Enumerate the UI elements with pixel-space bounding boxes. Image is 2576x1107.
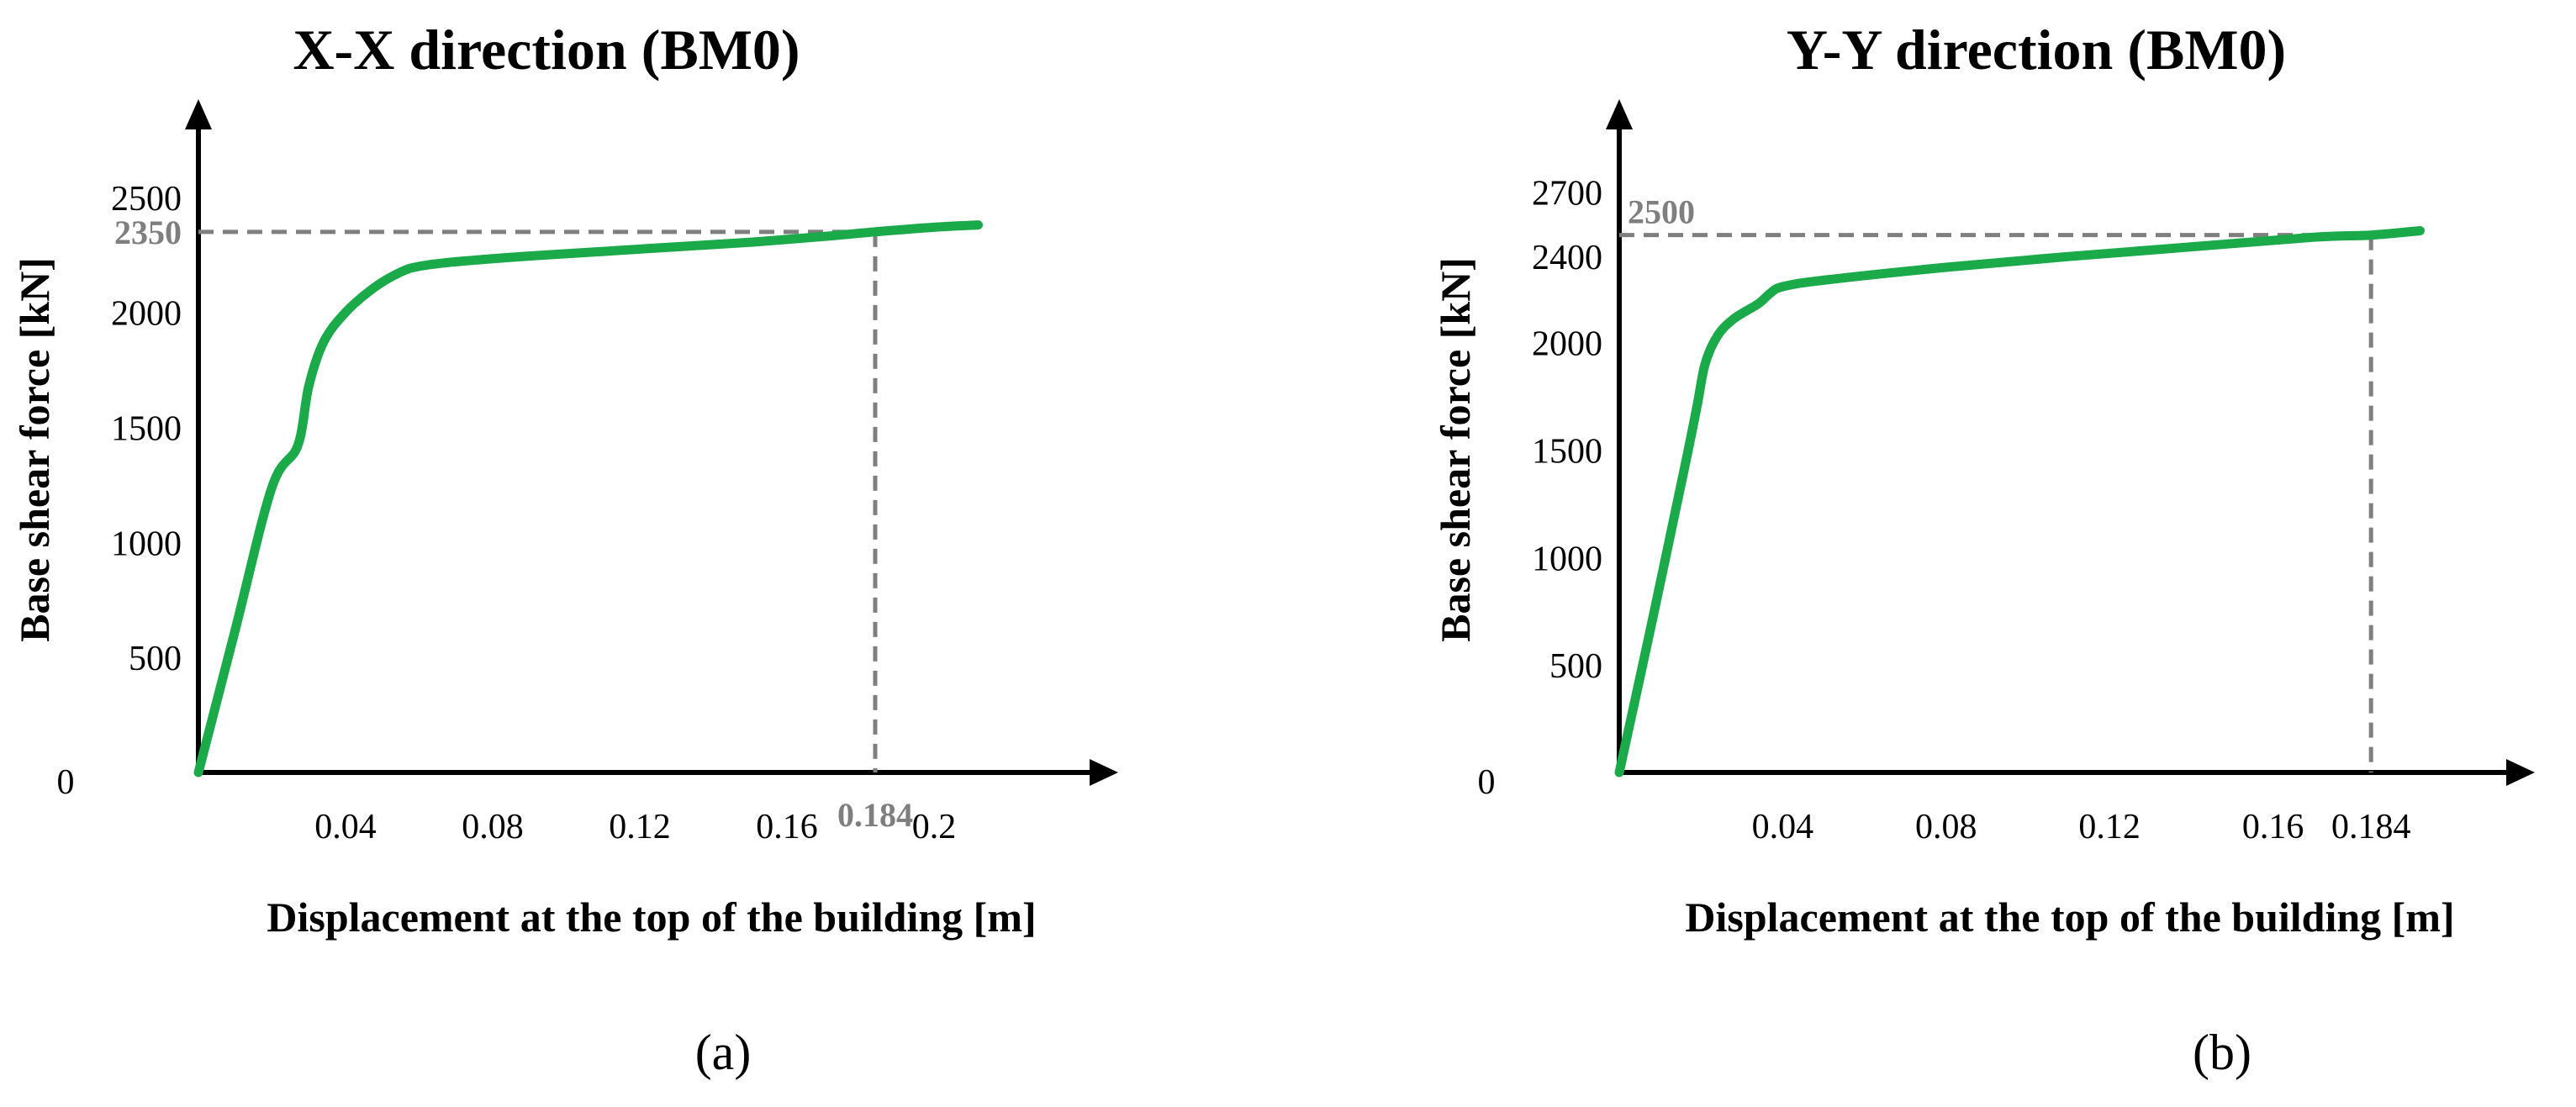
x-tick-label: 0.2 xyxy=(912,808,957,846)
x-tick-label: 0.16 xyxy=(756,808,818,846)
reference-y-label: 2500 xyxy=(1628,193,1695,231)
series-group xyxy=(193,220,983,778)
y-tick-label: 1500 xyxy=(111,409,182,448)
y-tick-label: 1000 xyxy=(1532,540,1602,578)
x-tick-label: 0.12 xyxy=(609,808,671,846)
x-tick-label: 0.04 xyxy=(1752,808,1814,846)
x-tick-label: 0.08 xyxy=(462,808,524,846)
y-tick-labels: 500 1000 1500 2000 2500 xyxy=(111,180,182,678)
y-tick-label: 2000 xyxy=(111,295,182,334)
reference-x-label: 0.184 xyxy=(837,796,913,834)
origin-label: 0 xyxy=(57,763,75,802)
x-tick-label: 0.184 xyxy=(2331,808,2411,846)
y-tick-label: 1000 xyxy=(111,525,182,563)
reference-markers: 2350 0.184 xyxy=(114,213,913,834)
chart-title: Y-Y direction (BM0) xyxy=(1787,18,2286,82)
x-tick-label: 0.08 xyxy=(1915,808,1977,846)
origin-label: 0 xyxy=(1478,763,1496,802)
x-tick-label: 0.12 xyxy=(2078,808,2141,846)
capacity-curve-line xyxy=(1614,226,2425,778)
chart-panel-a: X-X direction (BM0) Base shear force [kN… xyxy=(11,18,1118,1080)
y-axis-arrow xyxy=(1606,99,1633,129)
y-tick-label: 500 xyxy=(129,640,182,678)
y-tick-label: 2000 xyxy=(1532,325,1602,364)
series-group xyxy=(1614,226,2425,778)
x-axis-arrow xyxy=(1090,759,1118,786)
y-tick-label: 2500 xyxy=(111,180,182,219)
x-tick-label: 0.16 xyxy=(2242,808,2304,846)
y-axis-label: Base shear force [kN] xyxy=(1432,257,1479,642)
y-tick-label: 2700 xyxy=(1532,175,1602,213)
x-axis-label: Displacement at the top of the building … xyxy=(1685,894,2454,941)
y-axis-arrow xyxy=(185,99,212,129)
y-tick-label: 500 xyxy=(1549,647,1602,686)
panel-label: (b) xyxy=(2193,1025,2251,1080)
panel-label: (a) xyxy=(695,1025,752,1080)
x-axis-label: Displacement at the top of the building … xyxy=(267,894,1036,941)
y-axis-label: Base shear force [kN] xyxy=(11,257,58,642)
x-axis-arrow xyxy=(2506,759,2535,786)
x-tick-label: 0.04 xyxy=(314,808,377,846)
chart-title: X-X direction (BM0) xyxy=(293,18,800,82)
y-tick-labels: 500 1000 1500 2000 2400 2700 xyxy=(1532,175,1602,687)
chart-panel-b: Y-Y direction (BM0) Base shear force [kN… xyxy=(1432,18,2535,1080)
capacity-curve-line xyxy=(193,220,983,778)
y-tick-label: 1500 xyxy=(1532,432,1602,471)
x-tick-labels: 0.04 0.08 0.12 0.16 0.2 xyxy=(314,808,956,846)
reference-y-label: 2350 xyxy=(114,213,182,251)
reference-markers: 2500 xyxy=(1619,193,2373,772)
x-tick-labels: 0.04 0.08 0.12 0.16 0.184 xyxy=(1752,808,2411,846)
y-tick-label: 2400 xyxy=(1532,239,1602,277)
